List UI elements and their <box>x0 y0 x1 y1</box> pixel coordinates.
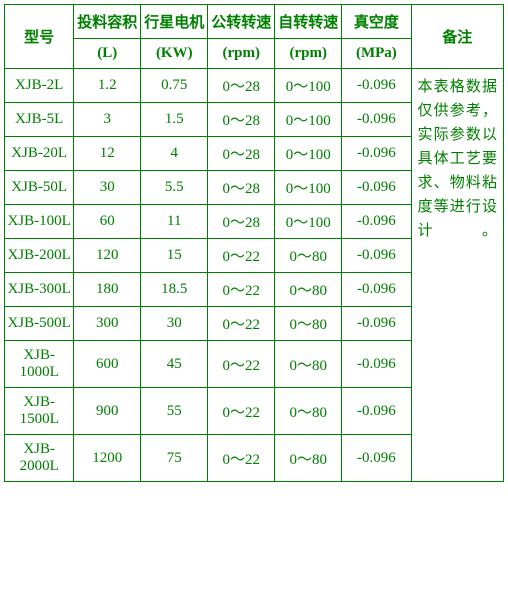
header-orbit-unit: (rpm) <box>208 39 275 69</box>
cell-volume: 3 <box>74 103 141 137</box>
cell-motor: 0.75 <box>141 69 208 103</box>
cell-motor: 55 <box>141 388 208 435</box>
cell-volume: 12 <box>74 137 141 171</box>
cell-motor: 1.5 <box>141 103 208 137</box>
cell-volume: 900 <box>74 388 141 435</box>
cell-motor: 5.5 <box>141 171 208 205</box>
cell-spin: 0～80 <box>275 273 342 307</box>
cell-volume: 120 <box>74 239 141 273</box>
cell-orbit: 0～28 <box>208 137 275 171</box>
cell-vacuum: -0.096 <box>342 435 411 482</box>
cell-model: XJB-50L <box>5 171 74 205</box>
cell-orbit: 0～22 <box>208 388 275 435</box>
cell-motor: 11 <box>141 205 208 239</box>
header-orbit: 公转转速 <box>208 5 275 39</box>
cell-orbit: 0～28 <box>208 205 275 239</box>
spec-table: 型号 投料容积 行星电机 公转转速 自转转速 真空度 备注 (L) (KW) (… <box>4 4 504 482</box>
cell-spin: 0～100 <box>275 137 342 171</box>
header-motor-unit: (KW) <box>141 39 208 69</box>
cell-vacuum: -0.096 <box>342 137 411 171</box>
cell-spin: 0～100 <box>275 205 342 239</box>
cell-spin: 0～80 <box>275 341 342 388</box>
cell-motor: 45 <box>141 341 208 388</box>
header-vacuum: 真空度 <box>342 5 411 39</box>
cell-model: XJB-300L <box>5 273 74 307</box>
cell-volume: 1200 <box>74 435 141 482</box>
cell-model: XJB-2000L <box>5 435 74 482</box>
cell-vacuum: -0.096 <box>342 171 411 205</box>
table-body: XJB-2L1.20.750～280～100-0.096本表格数据仅供参考，实际… <box>5 69 504 482</box>
cell-vacuum: -0.096 <box>342 239 411 273</box>
cell-orbit: 0～22 <box>208 239 275 273</box>
cell-model: XJB-100L <box>5 205 74 239</box>
cell-spin: 0～100 <box>275 69 342 103</box>
cell-spin: 0～100 <box>275 171 342 205</box>
cell-vacuum: -0.096 <box>342 103 411 137</box>
header-spin-unit: (rpm) <box>275 39 342 69</box>
cell-motor: 4 <box>141 137 208 171</box>
cell-vacuum: -0.096 <box>342 273 411 307</box>
cell-model: XJB-5L <box>5 103 74 137</box>
cell-volume: 600 <box>74 341 141 388</box>
cell-volume: 1.2 <box>74 69 141 103</box>
cell-volume: 60 <box>74 205 141 239</box>
header-volume: 投料容积 <box>74 5 141 39</box>
cell-orbit: 0～22 <box>208 273 275 307</box>
cell-vacuum: -0.096 <box>342 205 411 239</box>
note-cell: 本表格数据仅供参考，实际参数以具体工艺要求、物料粘度等进行设计。 <box>411 69 503 482</box>
header-vacuum-unit: (MPa) <box>342 39 411 69</box>
cell-spin: 0～100 <box>275 103 342 137</box>
cell-motor: 30 <box>141 307 208 341</box>
table-header: 型号 投料容积 行星电机 公转转速 自转转速 真空度 备注 (L) (KW) (… <box>5 5 504 69</box>
cell-motor: 75 <box>141 435 208 482</box>
cell-orbit: 0～22 <box>208 341 275 388</box>
cell-model: XJB-200L <box>5 239 74 273</box>
cell-spin: 0～80 <box>275 239 342 273</box>
header-note: 备注 <box>411 5 503 69</box>
header-volume-unit: (L) <box>74 39 141 69</box>
cell-vacuum: -0.096 <box>342 341 411 388</box>
header-model: 型号 <box>5 5 74 69</box>
cell-volume: 300 <box>74 307 141 341</box>
cell-orbit: 0～22 <box>208 307 275 341</box>
header-motor: 行星电机 <box>141 5 208 39</box>
cell-orbit: 0～28 <box>208 171 275 205</box>
cell-volume: 180 <box>74 273 141 307</box>
cell-spin: 0～80 <box>275 388 342 435</box>
cell-model: XJB-500L <box>5 307 74 341</box>
table-row: XJB-2L1.20.750～280～100-0.096本表格数据仅供参考，实际… <box>5 69 504 103</box>
cell-orbit: 0～22 <box>208 435 275 482</box>
cell-spin: 0～80 <box>275 307 342 341</box>
cell-orbit: 0～28 <box>208 69 275 103</box>
cell-spin: 0～80 <box>275 435 342 482</box>
cell-model: XJB-1000L <box>5 341 74 388</box>
cell-vacuum: -0.096 <box>342 388 411 435</box>
cell-orbit: 0～28 <box>208 103 275 137</box>
cell-model: XJB-2L <box>5 69 74 103</box>
cell-vacuum: -0.096 <box>342 307 411 341</box>
cell-motor: 15 <box>141 239 208 273</box>
cell-model: XJB-20L <box>5 137 74 171</box>
cell-vacuum: -0.096 <box>342 69 411 103</box>
cell-volume: 30 <box>74 171 141 205</box>
header-spin: 自转转速 <box>275 5 342 39</box>
cell-model: XJB-1500L <box>5 388 74 435</box>
cell-motor: 18.5 <box>141 273 208 307</box>
